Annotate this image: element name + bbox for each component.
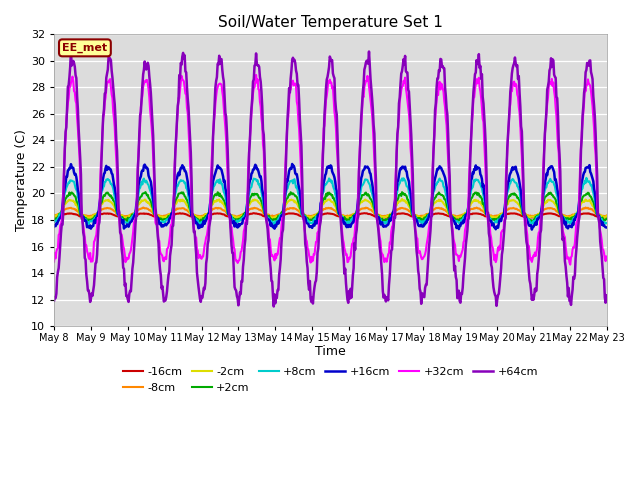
-16cm — [602, 215, 610, 220]
+32cm — [566, 262, 574, 267]
-2cm — [50, 213, 58, 218]
Line: -16cm: -16cm — [54, 213, 606, 217]
Line: +16cm: +16cm — [54, 164, 606, 229]
-8cm — [50, 213, 58, 218]
Legend: -16cm, -8cm, -2cm, +2cm, +8cm, +16cm, +32cm, +64cm: -16cm, -8cm, -2cm, +2cm, +8cm, +16cm, +3… — [119, 362, 542, 397]
+2cm — [602, 216, 610, 222]
+64cm — [399, 63, 406, 69]
-8cm — [60, 207, 68, 213]
+8cm — [50, 219, 58, 225]
-8cm — [398, 205, 406, 211]
+16cm — [202, 217, 210, 223]
Line: +2cm: +2cm — [54, 192, 606, 221]
+2cm — [195, 218, 203, 224]
+64cm — [415, 273, 423, 279]
-2cm — [117, 213, 125, 218]
+64cm — [174, 103, 182, 109]
+16cm — [117, 217, 125, 223]
+2cm — [50, 218, 58, 224]
+64cm — [270, 303, 278, 309]
Line: +32cm: +32cm — [54, 75, 606, 264]
-8cm — [380, 214, 387, 220]
+16cm — [528, 227, 536, 232]
+32cm — [173, 120, 180, 125]
-2cm — [414, 214, 422, 220]
+32cm — [252, 72, 260, 78]
-8cm — [173, 205, 180, 211]
Line: +8cm: +8cm — [54, 178, 606, 225]
+16cm — [60, 189, 68, 195]
+16cm — [414, 222, 422, 228]
+32cm — [202, 235, 210, 240]
+32cm — [602, 253, 610, 259]
+8cm — [602, 220, 610, 226]
+2cm — [399, 191, 406, 197]
+8cm — [582, 175, 590, 181]
+32cm — [60, 164, 68, 170]
-2cm — [564, 216, 572, 222]
+8cm — [414, 217, 422, 223]
+8cm — [125, 222, 132, 228]
-16cm — [173, 211, 180, 216]
-16cm — [50, 215, 58, 220]
+64cm — [60, 173, 68, 179]
-2cm — [398, 196, 406, 202]
-8cm — [414, 214, 422, 219]
+8cm — [203, 214, 211, 220]
+32cm — [414, 250, 422, 256]
+2cm — [117, 215, 125, 220]
+8cm — [174, 183, 182, 189]
Title: Soil/Water Temperature Set 1: Soil/Water Temperature Set 1 — [218, 15, 443, 30]
-2cm — [602, 213, 610, 219]
+64cm — [50, 298, 58, 303]
-8cm — [602, 213, 610, 218]
+2cm — [415, 217, 423, 223]
+2cm — [174, 193, 182, 199]
+8cm — [60, 194, 68, 200]
Y-axis label: Temperature (C): Temperature (C) — [15, 129, 28, 231]
X-axis label: Time: Time — [316, 345, 346, 358]
-16cm — [203, 214, 211, 219]
-16cm — [60, 212, 68, 217]
+32cm — [117, 230, 125, 236]
+64cm — [203, 255, 211, 261]
-8cm — [582, 204, 589, 210]
+8cm — [398, 176, 406, 181]
+16cm — [398, 164, 406, 170]
-16cm — [414, 215, 422, 220]
+2cm — [60, 201, 68, 207]
-8cm — [202, 211, 210, 217]
Line: -2cm: -2cm — [54, 199, 606, 219]
-16cm — [117, 214, 125, 220]
+64cm — [602, 292, 610, 298]
-8cm — [117, 212, 125, 218]
+16cm — [50, 224, 58, 229]
-2cm — [60, 203, 68, 209]
+64cm — [67, 48, 75, 54]
-16cm — [601, 215, 609, 220]
+16cm — [173, 176, 180, 181]
+16cm — [289, 161, 296, 167]
-2cm — [202, 213, 210, 218]
+8cm — [117, 214, 125, 220]
+2cm — [204, 212, 212, 218]
-2cm — [173, 199, 180, 205]
+2cm — [141, 189, 149, 195]
-16cm — [398, 211, 406, 216]
-2cm — [397, 197, 405, 203]
Text: EE_met: EE_met — [62, 43, 108, 53]
+16cm — [602, 225, 610, 230]
Line: +64cm: +64cm — [54, 51, 606, 306]
+32cm — [50, 259, 58, 264]
+64cm — [118, 246, 125, 252]
Line: -8cm: -8cm — [54, 207, 606, 217]
+32cm — [398, 84, 406, 89]
-16cm — [176, 210, 184, 216]
